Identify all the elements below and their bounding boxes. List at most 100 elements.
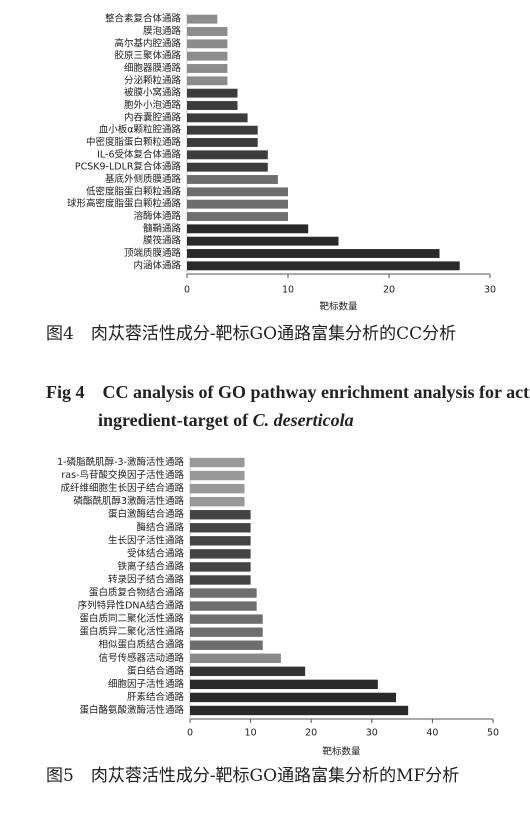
bar: [190, 536, 251, 546]
y-tick-label: 细胞器膜通路: [124, 62, 182, 74]
y-tick-label: 酶结合通路: [136, 521, 184, 533]
y-tick-label: 受体结合通路: [127, 547, 185, 559]
y-tick-label: 基底外侧质膜通路: [105, 173, 182, 185]
bar: [187, 88, 238, 98]
y-tick-label: 低密度脂蛋白颗粒通路: [86, 185, 182, 197]
y-tick-label: 血小板α颗粒腔通路: [99, 124, 182, 136]
bar: [187, 249, 440, 258]
y-tick-label: 铁离子结合通路: [117, 560, 184, 572]
bar: [190, 588, 257, 598]
y-tick-label: 蛋白质异二聚化活性通路: [79, 626, 184, 638]
x-tick-label: 0: [184, 285, 190, 296]
bar: [187, 212, 288, 221]
x-tick-label: 20: [383, 285, 395, 296]
y-tick-label: 生长因子活性通路: [108, 534, 185, 546]
bar: [190, 705, 409, 716]
bar: [187, 138, 258, 147]
bar: [190, 666, 306, 677]
bar: [187, 236, 339, 246]
y-tick-label: 信号传感器活动通路: [98, 652, 184, 664]
caption-en-text: Fig 4 CC analysis of GO pathway enrichme…: [46, 382, 530, 430]
bar: [187, 175, 278, 184]
y-tick-label: 高尔基内腔通路: [114, 37, 181, 49]
bar: [187, 150, 268, 160]
y-tick-label: 膜筏通路: [143, 235, 182, 247]
y-tick-label: 顶端质膜通路: [124, 247, 182, 259]
x-tick-label: 10: [282, 285, 294, 296]
y-tick-label: 蛋白质复合物结合通路: [89, 587, 185, 599]
bar: [187, 39, 228, 49]
y-tick-label: IL-6受体复合体通路: [97, 148, 181, 160]
x-tick-label: 20: [305, 728, 317, 739]
y-tick-label: 整合素复合体通路: [105, 13, 182, 25]
x-tick-label: 30: [366, 728, 378, 739]
y-tick-label: 细胞因子活性通路: [108, 678, 185, 690]
y-tick-label: 分泌颗粒通路: [124, 74, 182, 86]
y-tick-label: 中密度脂蛋白颗粒通路: [86, 136, 182, 148]
y-tick-label: ras-鸟苷酸交换因子活性通路: [61, 469, 184, 481]
bar: [190, 627, 263, 637]
y-tick-label: 1-磷脂酰肌醇-3-激酶活性通路: [57, 456, 184, 468]
y-tick-label: 蛋白质同二聚化活性通路: [79, 613, 184, 625]
y-tick-label: 蛋白结合通路: [127, 665, 185, 677]
y-tick-label: PCSK9-LDLR复合体通路: [75, 161, 182, 173]
bar: [190, 614, 263, 624]
bar: [190, 575, 251, 585]
y-tick-label: 蛋白酪氨酸激酶活性通路: [79, 704, 184, 716]
y-tick-label: 髓鞘通路: [143, 222, 182, 234]
bar: [190, 496, 245, 507]
y-tick-label: 肝素结合通路: [127, 691, 185, 703]
bar: [190, 692, 397, 703]
bar: [190, 510, 251, 520]
bar: [187, 199, 288, 209]
bar: [187, 224, 309, 234]
x-axis-label: 靶标数量: [319, 301, 358, 313]
x-tick-label: 10: [245, 728, 257, 739]
bar: [190, 523, 251, 533]
chart-cc: 0 10 20 30 靶标数量 整合素复合体通路膜泡通路高尔基内腔通路胶原三聚体通路细胞器…: [67, 13, 496, 313]
bar: [187, 113, 248, 123]
y-tick-label: 转录因子结合通路: [108, 573, 185, 585]
bar: [187, 187, 288, 197]
y-tick-label: 内涵体通路: [133, 259, 181, 271]
y-tick-label: 序列特异性DNA结合通路: [78, 600, 185, 612]
bar: [190, 601, 257, 611]
bar: [187, 162, 268, 172]
bar: [187, 101, 238, 110]
bar: [190, 679, 378, 690]
caption-en: Fig 4 CC analysis of GO pathway enrichme…: [46, 378, 530, 434]
caption: 图4 肉苁蓉活性成分-靶标GO通路富集分析的CC分析: [46, 324, 457, 344]
bar: [190, 483, 245, 494]
x-tick-label: 40: [426, 728, 438, 739]
caption-en-species: C. deserticola: [252, 410, 354, 430]
bar: [190, 653, 281, 663]
bar: [187, 125, 258, 135]
bar: [190, 470, 245, 481]
bar: [190, 562, 251, 572]
y-tick-label: 球形高密度脂蛋白颗粒通路: [67, 198, 182, 210]
y-tick-label: 胞外小泡通路: [124, 99, 182, 111]
y-tick-label: 被膜小窝通路: [124, 87, 182, 99]
x-axis-label: 靶标数量: [322, 746, 361, 758]
bar: [187, 51, 228, 61]
bar: [187, 27, 228, 36]
x-tick-label: 30: [484, 285, 496, 296]
caption: 图5 肉苁蓉活性成分-靶标GO通路富集分析的MF分析: [46, 766, 460, 786]
y-tick-label: 溶酶体通路: [133, 210, 181, 222]
y-tick-label: 成纤维细胞生长因子结合通路: [60, 482, 184, 494]
bar: [187, 14, 218, 24]
bar: [190, 640, 263, 650]
y-tick-label: 内吞囊腔通路: [124, 111, 182, 123]
y-tick-label: 胶原三聚体通路: [114, 50, 181, 62]
bar: [190, 549, 251, 559]
chart-mf: 0 10 20 30 40 50 靶标数量 1-磷脂酰肌醇-3-激酶活性通路ras-鸟苷酸交换…: [57, 456, 499, 758]
y-tick-label: 磷酯酰肌醇3激酶活性通路: [73, 495, 184, 507]
x-tick-label: 0: [187, 728, 193, 739]
x-tick-label: 50: [487, 728, 499, 739]
y-tick-label: 蛋白激酶结合通路: [108, 508, 185, 520]
bar: [187, 76, 228, 86]
bar: [187, 261, 460, 271]
bar: [190, 457, 245, 468]
bar: [187, 64, 228, 73]
